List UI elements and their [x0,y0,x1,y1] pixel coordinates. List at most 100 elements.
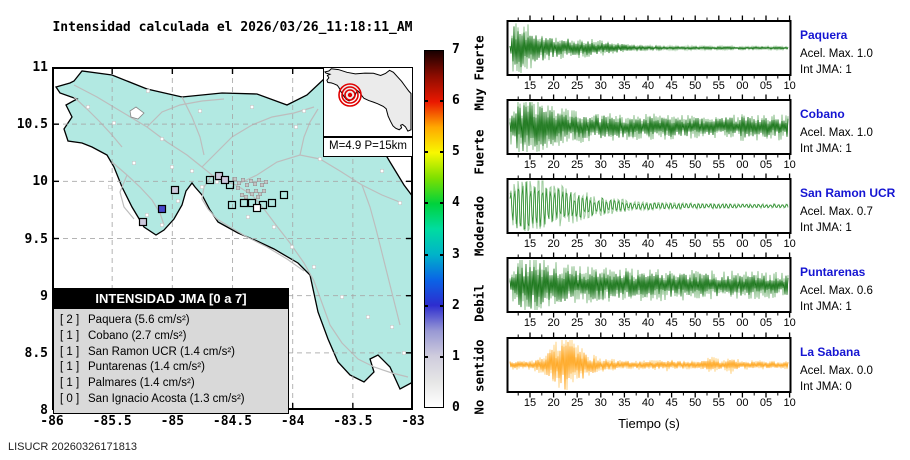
time-tick-label: 55 [712,317,725,329]
map-x-tick-label: -84 [280,414,305,429]
time-tick-label: 55 [712,80,725,92]
time-tick-label: 45 [665,397,678,409]
map-x-tick-label: -85.5 [92,414,132,429]
time-tick-label: 20 [547,159,560,171]
int-jma-label: Int JMA: 1 [800,64,852,76]
station-marker [205,175,215,185]
time-tick-label: 35 [618,317,631,329]
map-y-tick-label: 8 [40,403,48,419]
magnitude-depth-label: M=4.9 P=15km [323,137,413,157]
time-tick-label: 15 [523,159,537,171]
time-tick-label: 15 [523,317,537,329]
time-tick-label: 35 [618,159,631,171]
time-tick-label: 35 [618,238,631,250]
map-y-tick-label: 10 [32,174,48,190]
map-y-axis-labels: 11 10.5 10 9.5 9 8.5 8 [14,60,48,418]
legend-row: [ 1 ] Puntarenas (1.4 cm/s²) [60,361,205,374]
colorbar-tick [440,253,444,256]
time-axis-label: Tiempo (s) [618,416,680,431]
time-tick-label: 25 [571,397,584,409]
time-tick-label: 45 [665,80,678,92]
time-tick-label: 50 [689,238,702,250]
jma-intensity-legend: INTENSIDAD JMA [0 a 7] [ 2 ] Paquera (5.6… [53,288,289,414]
station-name-label: Puntarenas [800,265,866,279]
colorbar-category-label: Muy Fuerte [471,35,487,111]
time-tick-label: 10 [783,80,796,92]
time-tick-label: 20 [547,80,560,92]
station-marker [267,198,277,208]
legend-row: [ 1 ] Palmares (1.4 cm/s²) [60,377,195,390]
acel-max-label: Acel. Max. 1.0 [800,48,873,60]
acel-max-label: Acel. Max. 0.7 [800,206,873,218]
colorbar-tick-label: 6 [452,93,460,109]
station-marker [247,198,257,208]
time-tick-label: 40 [641,317,655,329]
acel-max-label: Acel. Max. 1.0 [800,127,873,139]
time-tick-label: 40 [641,80,655,92]
station-marker-cobano [138,217,148,227]
intensity-colorbar [424,50,444,408]
colorbar-tick-label: 2 [452,297,460,313]
map-y-tick-label: 9.5 [24,231,48,247]
station-name-label: Paquera [800,28,848,42]
int-jma-label: Int JMA: 1 [800,143,852,155]
time-tick-label: 30 [594,159,607,171]
time-tick-label: 05 [759,317,773,329]
map-y-tick-label: 8.5 [24,345,48,361]
time-tick-label: 30 [594,317,607,329]
time-tick-label: 55 [712,159,725,171]
legend-row: [ 2 ] Paquera (5.6 cm/s²) [60,314,190,326]
colorbar-tick [424,100,428,103]
time-tick-label: 20 [547,397,560,409]
time-tick-label: 05 [759,238,773,250]
station-marker [239,198,249,208]
map-x-tick-label: -83 [401,414,425,429]
map-x-axis-labels: -86 -85.5 -85 -84.5 -84 -83.5 -83 [30,414,440,430]
time-tick-label: 30 [594,238,607,250]
colorbar-tick [424,304,428,307]
time-tick-label: 05 [759,80,773,92]
time-tick-label: 00 [736,80,749,92]
colorbar-category-label: No sentido [471,339,487,415]
time-tick-label: 30 [594,397,607,409]
time-tick-label: 00 [736,159,749,171]
colorbar-tick-label: 1 [452,348,460,364]
legend-row: [ 1 ] San Ramon UCR (1.4 cm/s²) [60,345,235,358]
time-tick-label: 25 [571,80,584,92]
time-tick-label: 30 [594,80,607,92]
map-y-tick-label: 10.5 [16,117,48,133]
waveform-panel-san-ramon-ucr [506,173,792,239]
time-tick-label: 50 [689,80,702,92]
time-tick-label: 25 [571,238,584,250]
time-tick-label: 00 [736,397,749,409]
colorbar-tick-label: 7 [452,42,460,57]
time-tick-label: 20 [547,238,560,250]
time-tick-label: 15 [523,80,537,92]
time-tick-label: 10 [783,317,796,329]
lake [129,106,145,120]
station-marker-san-ignacio-acosta [252,203,262,213]
colorbar-tick [440,151,444,154]
waveform-panel-cobano [506,94,792,160]
time-tick-label: 35 [618,397,631,409]
time-tick-label: 40 [641,397,655,409]
colorbar-tick [424,151,428,154]
colorbar-tick [424,253,428,256]
time-tick-label: 45 [665,159,678,171]
time-tick-label: 00 [736,317,749,329]
colorbar-tick [424,202,428,205]
colorbar-tick [440,355,444,358]
map-x-tick-label: -86 [40,414,64,429]
time-tick-label: 05 [759,159,773,171]
map-x-tick-label: -83.5 [333,414,373,429]
int-jma-label: Int JMA: 0 [800,381,852,393]
station-name-label: La Sabana [800,345,861,359]
time-tick-label: 40 [641,238,655,250]
map-y-tick-label: 9 [40,288,48,304]
time-tick-label: 05 [759,397,773,409]
epicenter-icon [338,83,362,107]
station-marker-palmares [220,175,230,185]
time-tick-label: 10 [783,397,796,409]
time-tick-label: 10 [783,159,796,171]
